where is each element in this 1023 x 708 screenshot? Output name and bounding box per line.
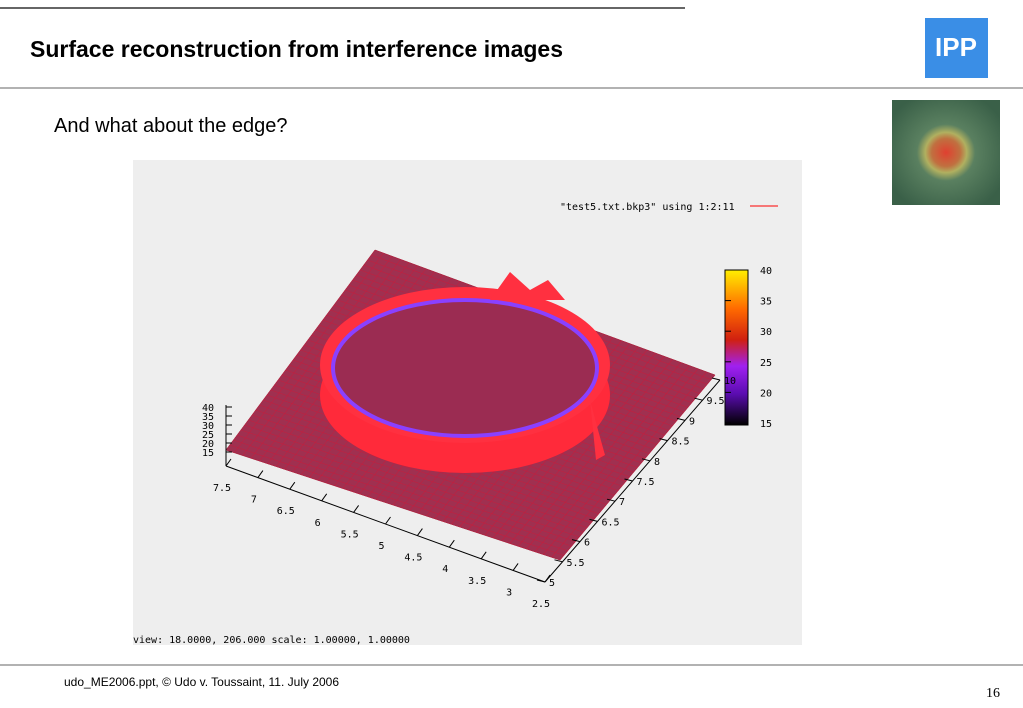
y-tick xyxy=(659,438,668,442)
y-tick-label: 7.5 xyxy=(637,477,655,488)
x-tick xyxy=(544,574,551,583)
y-tick xyxy=(694,397,703,401)
z-tick-label: 25 xyxy=(202,430,214,441)
title: Surface reconstruction from interference… xyxy=(30,36,563,62)
x-tick xyxy=(512,563,519,571)
x-tick-label: 7.5 xyxy=(213,483,231,494)
y-tick xyxy=(554,559,563,563)
subtitle: And what about the edge? xyxy=(54,115,288,137)
colorbar-tick-label: 35 xyxy=(760,297,772,308)
mesh-line xyxy=(526,362,682,550)
y-tick xyxy=(571,539,581,543)
y-tick-label: 8.5 xyxy=(672,437,690,448)
logo-text: IPP xyxy=(935,32,977,62)
ring-peak xyxy=(490,272,565,300)
y-tick-label: 6.5 xyxy=(602,517,620,528)
mesh-line xyxy=(501,352,656,541)
y-tick-label: 5.5 xyxy=(567,558,585,569)
plot-status: view: 18.0000, 206.000 scale: 1.00000, 1… xyxy=(133,635,410,646)
x-tick-label: 6 xyxy=(315,518,321,529)
y-tick xyxy=(711,377,721,381)
y-tick xyxy=(606,498,616,502)
y-tick xyxy=(624,478,633,482)
thumbnail xyxy=(892,100,1000,205)
mesh-line xyxy=(559,374,716,561)
colorbar-tick-label: 40 xyxy=(760,266,772,277)
colorbar xyxy=(724,269,749,426)
colorbar-tick-label: 25 xyxy=(760,358,772,369)
x-tick-label: 4 xyxy=(442,564,448,575)
x-tick xyxy=(225,458,232,467)
colorbar-tick-label: 30 xyxy=(760,327,772,338)
colorbar-tick-label: 15 xyxy=(760,419,772,430)
x-tick-label: 3.5 xyxy=(468,576,486,587)
x-tick-label: 5 xyxy=(378,541,384,552)
footer-source: udo_ME2006.ppt, © Udo v. Toussaint, 11. … xyxy=(64,675,339,689)
page-number: 16 xyxy=(986,686,1000,701)
x-tick xyxy=(480,551,487,560)
ring xyxy=(320,272,610,473)
y-tick-label: 6 xyxy=(584,538,590,549)
z-tick-label: 30 xyxy=(202,421,214,432)
x-tick xyxy=(416,528,423,536)
x-tick-label: 4.5 xyxy=(404,553,422,564)
z-tick-label: 20 xyxy=(202,439,214,450)
y-tick-label: 10 xyxy=(724,376,736,387)
x-tick-label: 7 xyxy=(251,495,257,506)
x-tick xyxy=(385,516,391,525)
mesh-line xyxy=(551,371,707,558)
y-tick xyxy=(589,518,598,522)
y-tick-label: 8 xyxy=(654,457,660,468)
x-tick-label: 3 xyxy=(506,587,512,598)
logo xyxy=(925,18,988,78)
colorbar-tick-label: 20 xyxy=(760,388,772,399)
mesh-line xyxy=(534,365,690,552)
x-tick-label: 5.5 xyxy=(341,529,359,540)
mesh-line xyxy=(509,356,665,544)
ring-inner xyxy=(331,298,599,438)
y-tick-label: 9.5 xyxy=(707,396,725,407)
x-tick xyxy=(353,505,360,513)
y-tick-label: 9 xyxy=(689,416,695,427)
x-tick xyxy=(321,493,328,502)
ring-spike xyxy=(590,400,605,460)
x-tick xyxy=(257,470,264,478)
x-tick-label: 6.5 xyxy=(277,506,295,517)
x-tick xyxy=(289,481,296,490)
x-tick xyxy=(448,539,455,548)
z-tick-label: 40 xyxy=(202,403,214,414)
y-tick xyxy=(676,417,686,421)
z-tick-label: 15 xyxy=(202,448,214,459)
x-tick-label: 2.5 xyxy=(532,599,550,610)
y-tick xyxy=(536,579,546,583)
y-tick xyxy=(641,458,651,462)
y-tick-label: 7 xyxy=(619,497,625,508)
mesh-line xyxy=(543,368,699,555)
plot-legend: "test5.txt.bkp3" using 1:2:11 xyxy=(560,202,735,213)
y-tick-label: 5 xyxy=(549,578,555,589)
z-tick-label: 35 xyxy=(202,412,214,423)
